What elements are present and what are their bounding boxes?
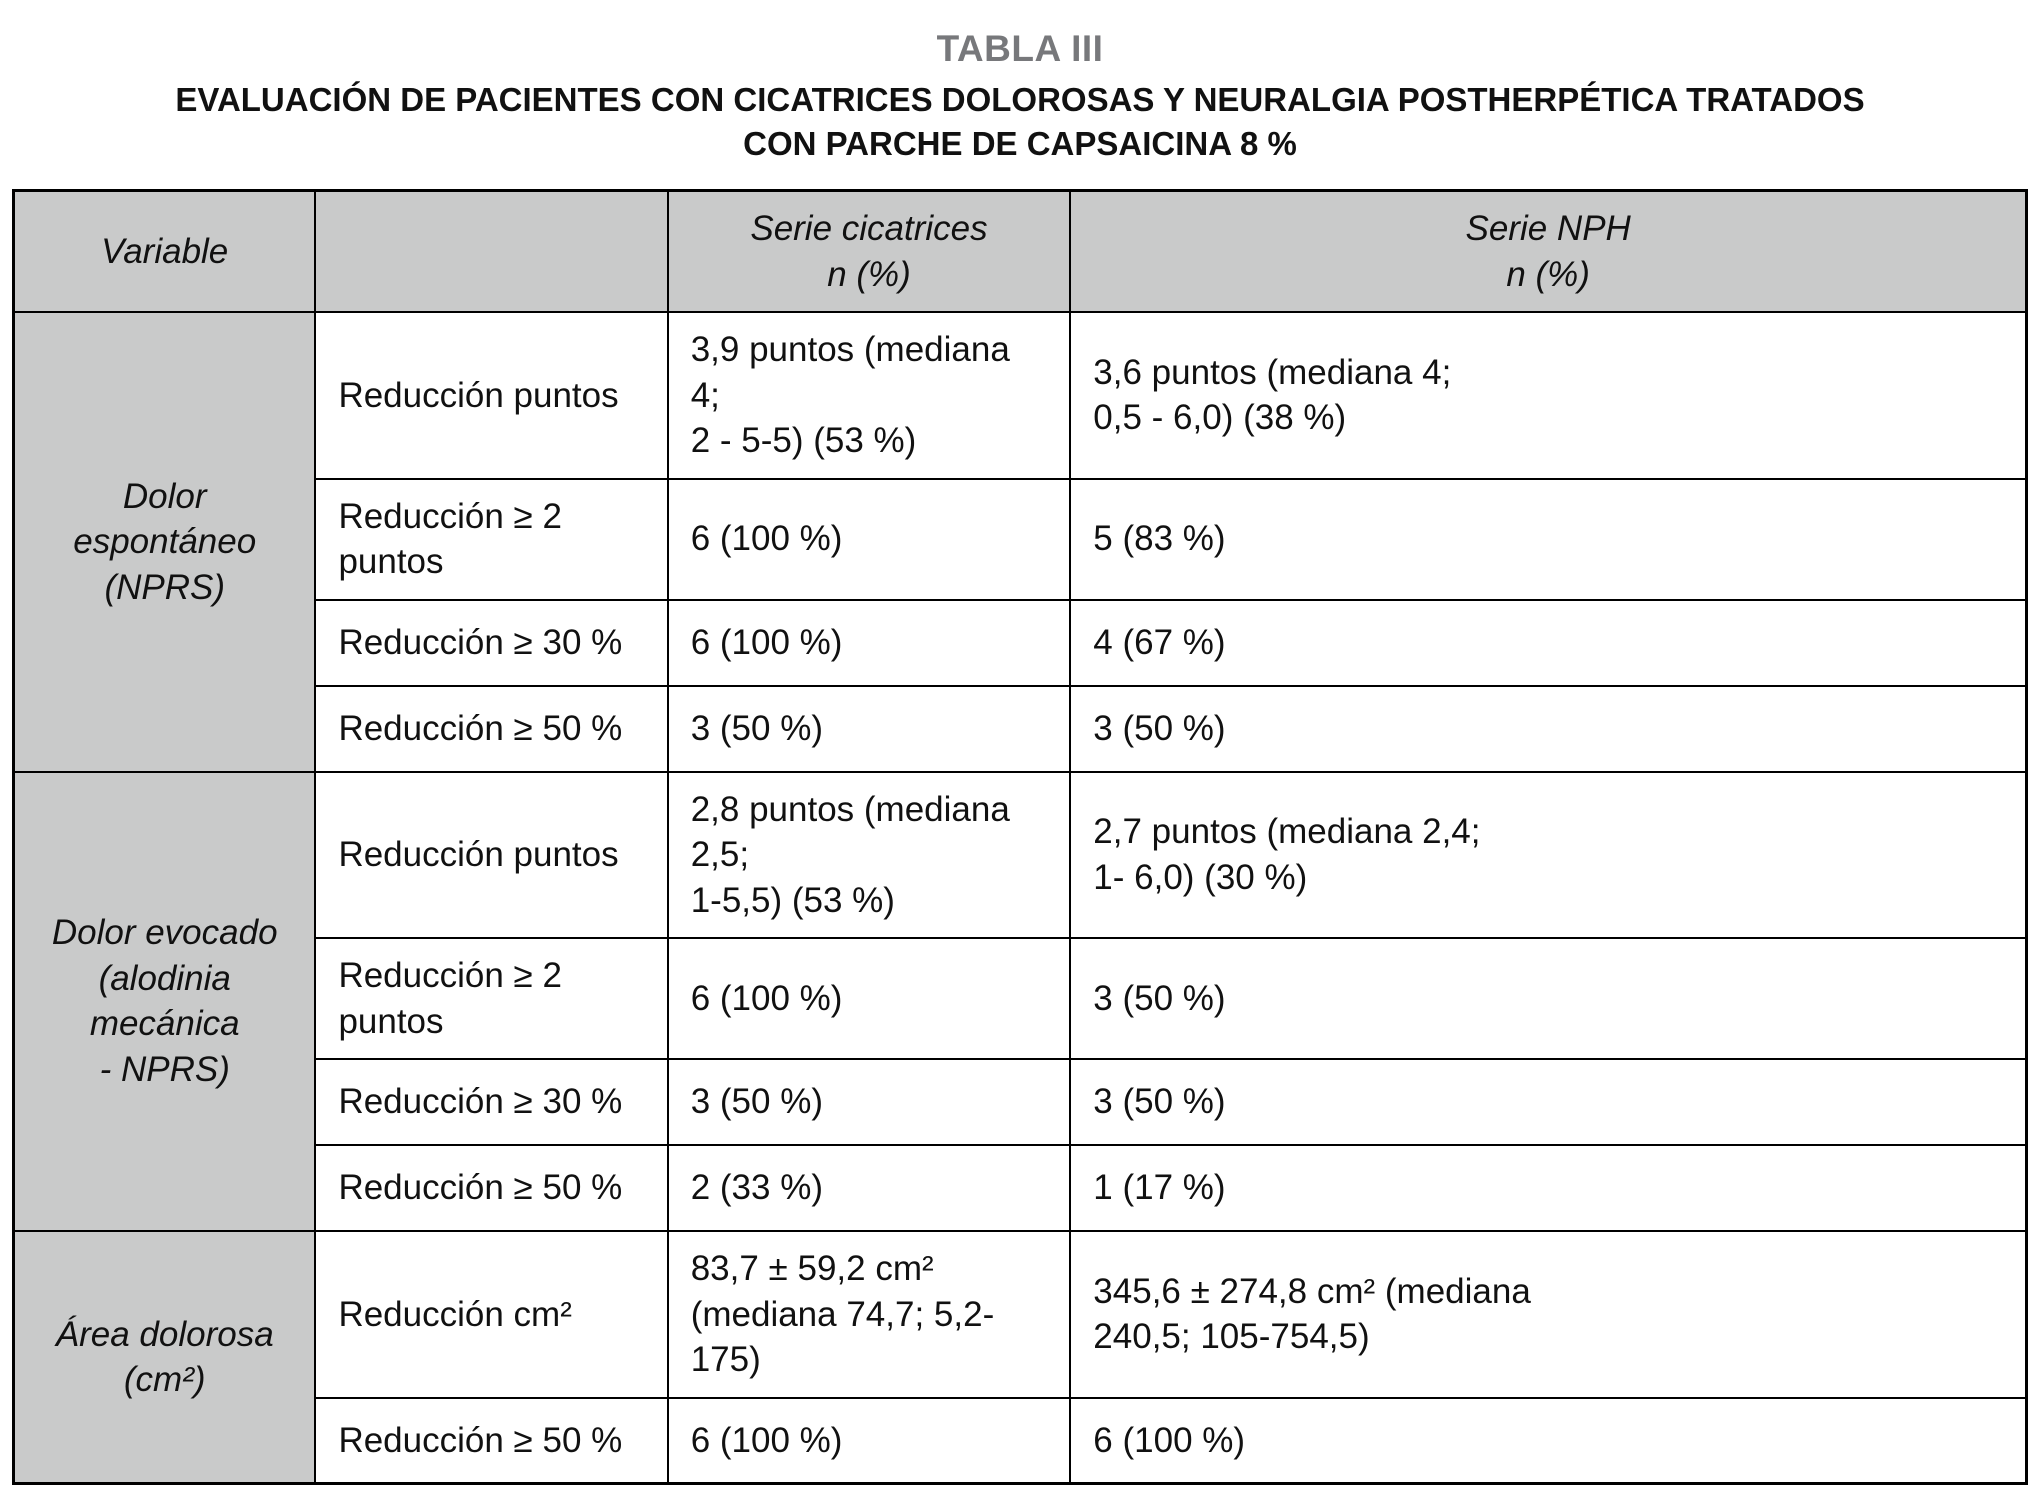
value-cell-cicatrices: 3 (50 %) [666, 1058, 1072, 1147]
column-header-serie-cicatrices: Serie cicatrices n (%) [666, 189, 1072, 314]
value-cell-cicatrices: 6 (100 %) [666, 937, 1072, 1061]
value-cell-nph: 2,7 puntos (mediana 2,4; 1- 6,0) (30 %) [1069, 770, 2028, 940]
table-row: Área dolorosa (cm²) Reducción cm² 83,7 ±… [12, 1230, 2028, 1485]
header-row: Variable Serie cicatrices n (%) Serie NP… [12, 189, 2028, 314]
table-subtitle: EVALUACIÓN DE PACIENTES CON CICATRICES D… [175, 81, 1865, 162]
table-row: Reducción ≥ 50 % 2 (33 %) 1 (17 %) [14, 1144, 2028, 1233]
measure-cell: Reducción ≥ 30 % [314, 1058, 669, 1147]
table-row: Reducción ≥ 2 puntos 6 (100 %) 5 (83 %) [14, 477, 2028, 601]
variable-cell-dolor-evocado: Dolor evocado (alodinia mecánica - NPRS) [12, 770, 317, 1233]
table-row: Reducción ≥ 30 % 3 (50 %) 3 (50 %) [14, 1058, 2028, 1147]
measure-cell: Reducción cm² [314, 1230, 669, 1399]
value-cell-nph: 345,6 ± 274,8 cm² (mediana 240,5; 105-75… [1069, 1230, 2028, 1399]
value-cell-nph: 4 (67 %) [1069, 598, 2028, 687]
measure-cell: Reducción ≥ 50 % [314, 1144, 669, 1233]
column-header-serie-nph: Serie NPH n (%) [1069, 189, 2028, 314]
value-cell-nph: 5 (83 %) [1069, 477, 2028, 601]
table-row: Dolor evocado (alodinia mecánica - NPRS)… [12, 770, 2028, 1233]
results-table: Variable Serie cicatrices n (%) Serie NP… [12, 189, 2028, 1486]
value-cell-nph: 1 (17 %) [1069, 1144, 2028, 1233]
value-cell-nph: 3 (50 %) [1069, 1058, 2028, 1147]
measure-cell: Reducción puntos [314, 770, 669, 940]
value-cell-cicatrices: 2 (33 %) [666, 1144, 1072, 1233]
measure-cell: Reducción ≥ 50 % [314, 1396, 669, 1485]
value-cell-nph: 3,6 puntos (mediana 4; 0,5 - 6,0) (38 %) [1069, 311, 2028, 480]
variable-cell-area-dolorosa: Área dolorosa (cm²) [12, 1230, 317, 1485]
table-row: Reducción ≥ 50 % 6 (100 %) 6 (100 %) [14, 1396, 2028, 1485]
value-cell-cicatrices: 6 (100 %) [666, 477, 1072, 601]
measure-cell: Reducción ≥ 30 % [314, 598, 669, 687]
value-cell-cicatrices: 3,9 puntos (mediana 4; 2 - 5-5) (53 %) [666, 311, 1072, 480]
value-cell-cicatrices: 6 (100 %) [666, 598, 1072, 687]
measure-cell: Reducción ≥ 50 % [314, 684, 669, 773]
value-cell-nph: 3 (50 %) [1069, 937, 2028, 1061]
value-cell-nph: 3 (50 %) [1069, 684, 2028, 773]
table-row: Dolor espontáneo (NPRS) Reducción puntos… [12, 311, 2028, 773]
value-cell-cicatrices: 6 (100 %) [666, 1396, 1072, 1485]
measure-cell: Reducción ≥ 2 puntos [314, 937, 669, 1061]
column-header-variable: Variable [12, 189, 317, 314]
value-cell-cicatrices: 2,8 puntos (mediana 2,5; 1-5,5) (53 %) [666, 770, 1072, 940]
table-row: Reducción ≥ 50 % 3 (50 %) 3 (50 %) [14, 684, 2028, 773]
table-title: TABLA III [936, 28, 1104, 69]
measure-cell: Reducción ≥ 2 puntos [314, 477, 669, 601]
variable-cell-dolor-espontaneo: Dolor espontáneo (NPRS) [12, 311, 317, 773]
table-row: Reducción ≥ 2 puntos 6 (100 %) 3 (50 %) [14, 937, 2028, 1061]
value-cell-cicatrices: 3 (50 %) [666, 684, 1072, 773]
measure-cell: Reducción puntos [314, 311, 669, 480]
table-row: Reducción ≥ 30 % 6 (100 %) 4 (67 %) [14, 598, 2028, 687]
value-cell-cicatrices: 83,7 ± 59,2 cm² (mediana 74,7; 5,2-175) [666, 1230, 1072, 1399]
value-cell-nph: 6 (100 %) [1069, 1396, 2028, 1485]
column-header-empty [314, 189, 669, 314]
